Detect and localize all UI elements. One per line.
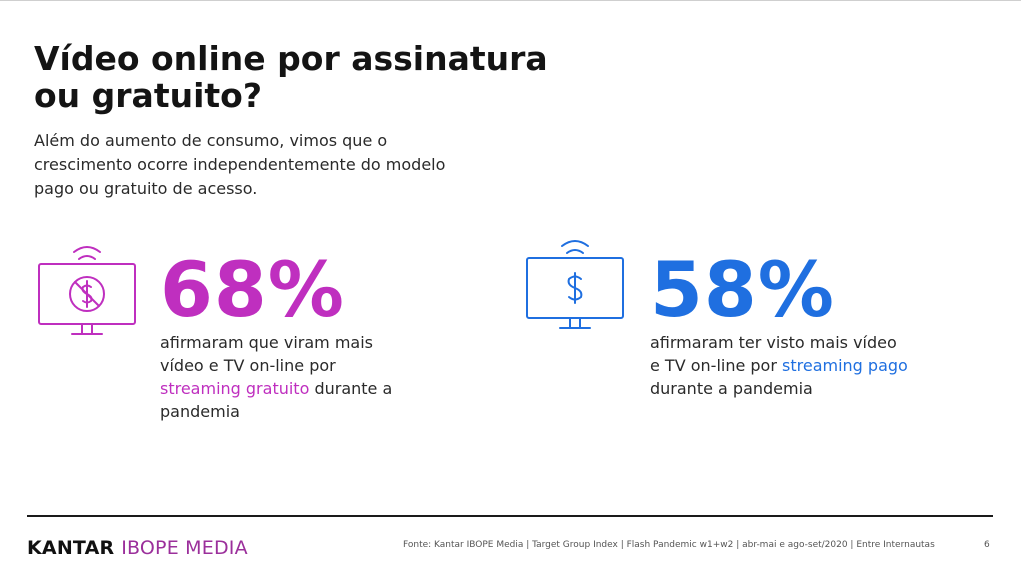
stat-text-after: durante a pandemia <box>160 379 393 421</box>
source-note: Fonte: Kantar IBOPE Media | Target Group… <box>403 540 935 550</box>
tv-no-dollar-icon <box>36 238 138 344</box>
logo-secondary: IBOPE MEDIA <box>121 537 248 559</box>
page-title: Vídeo online por assinatura ou gratuito? <box>34 39 548 115</box>
stat-text-after: durante a pandemia <box>650 379 813 398</box>
top-divider <box>0 0 1021 1</box>
stat-value: 68% <box>160 245 345 334</box>
stat-highlight: streaming gratuito <box>160 379 310 398</box>
stat-description: afirmaram ter visto mais vídeo e TV on-l… <box>650 331 910 400</box>
stat-highlight: streaming pago <box>782 356 908 375</box>
kantar-ibope-logo: KANTAR IBOPE MEDIA <box>27 537 248 559</box>
footer-divider <box>27 515 993 517</box>
page-number: 6 <box>984 540 990 550</box>
stat-text-before: afirmaram ter visto mais vídeo e TV on-l… <box>650 333 897 375</box>
tv-dollar-icon <box>524 232 626 338</box>
page-subtitle: Além do aumento de consumo, vimos que o … <box>34 131 446 198</box>
stat-description: afirmaram que viram mais vídeo e TV on-l… <box>160 331 420 423</box>
logo-primary: KANTAR <box>27 537 115 559</box>
stat-text-before: afirmaram que viram mais vídeo e TV on-l… <box>160 333 373 375</box>
stat-value: 58% <box>650 245 835 334</box>
